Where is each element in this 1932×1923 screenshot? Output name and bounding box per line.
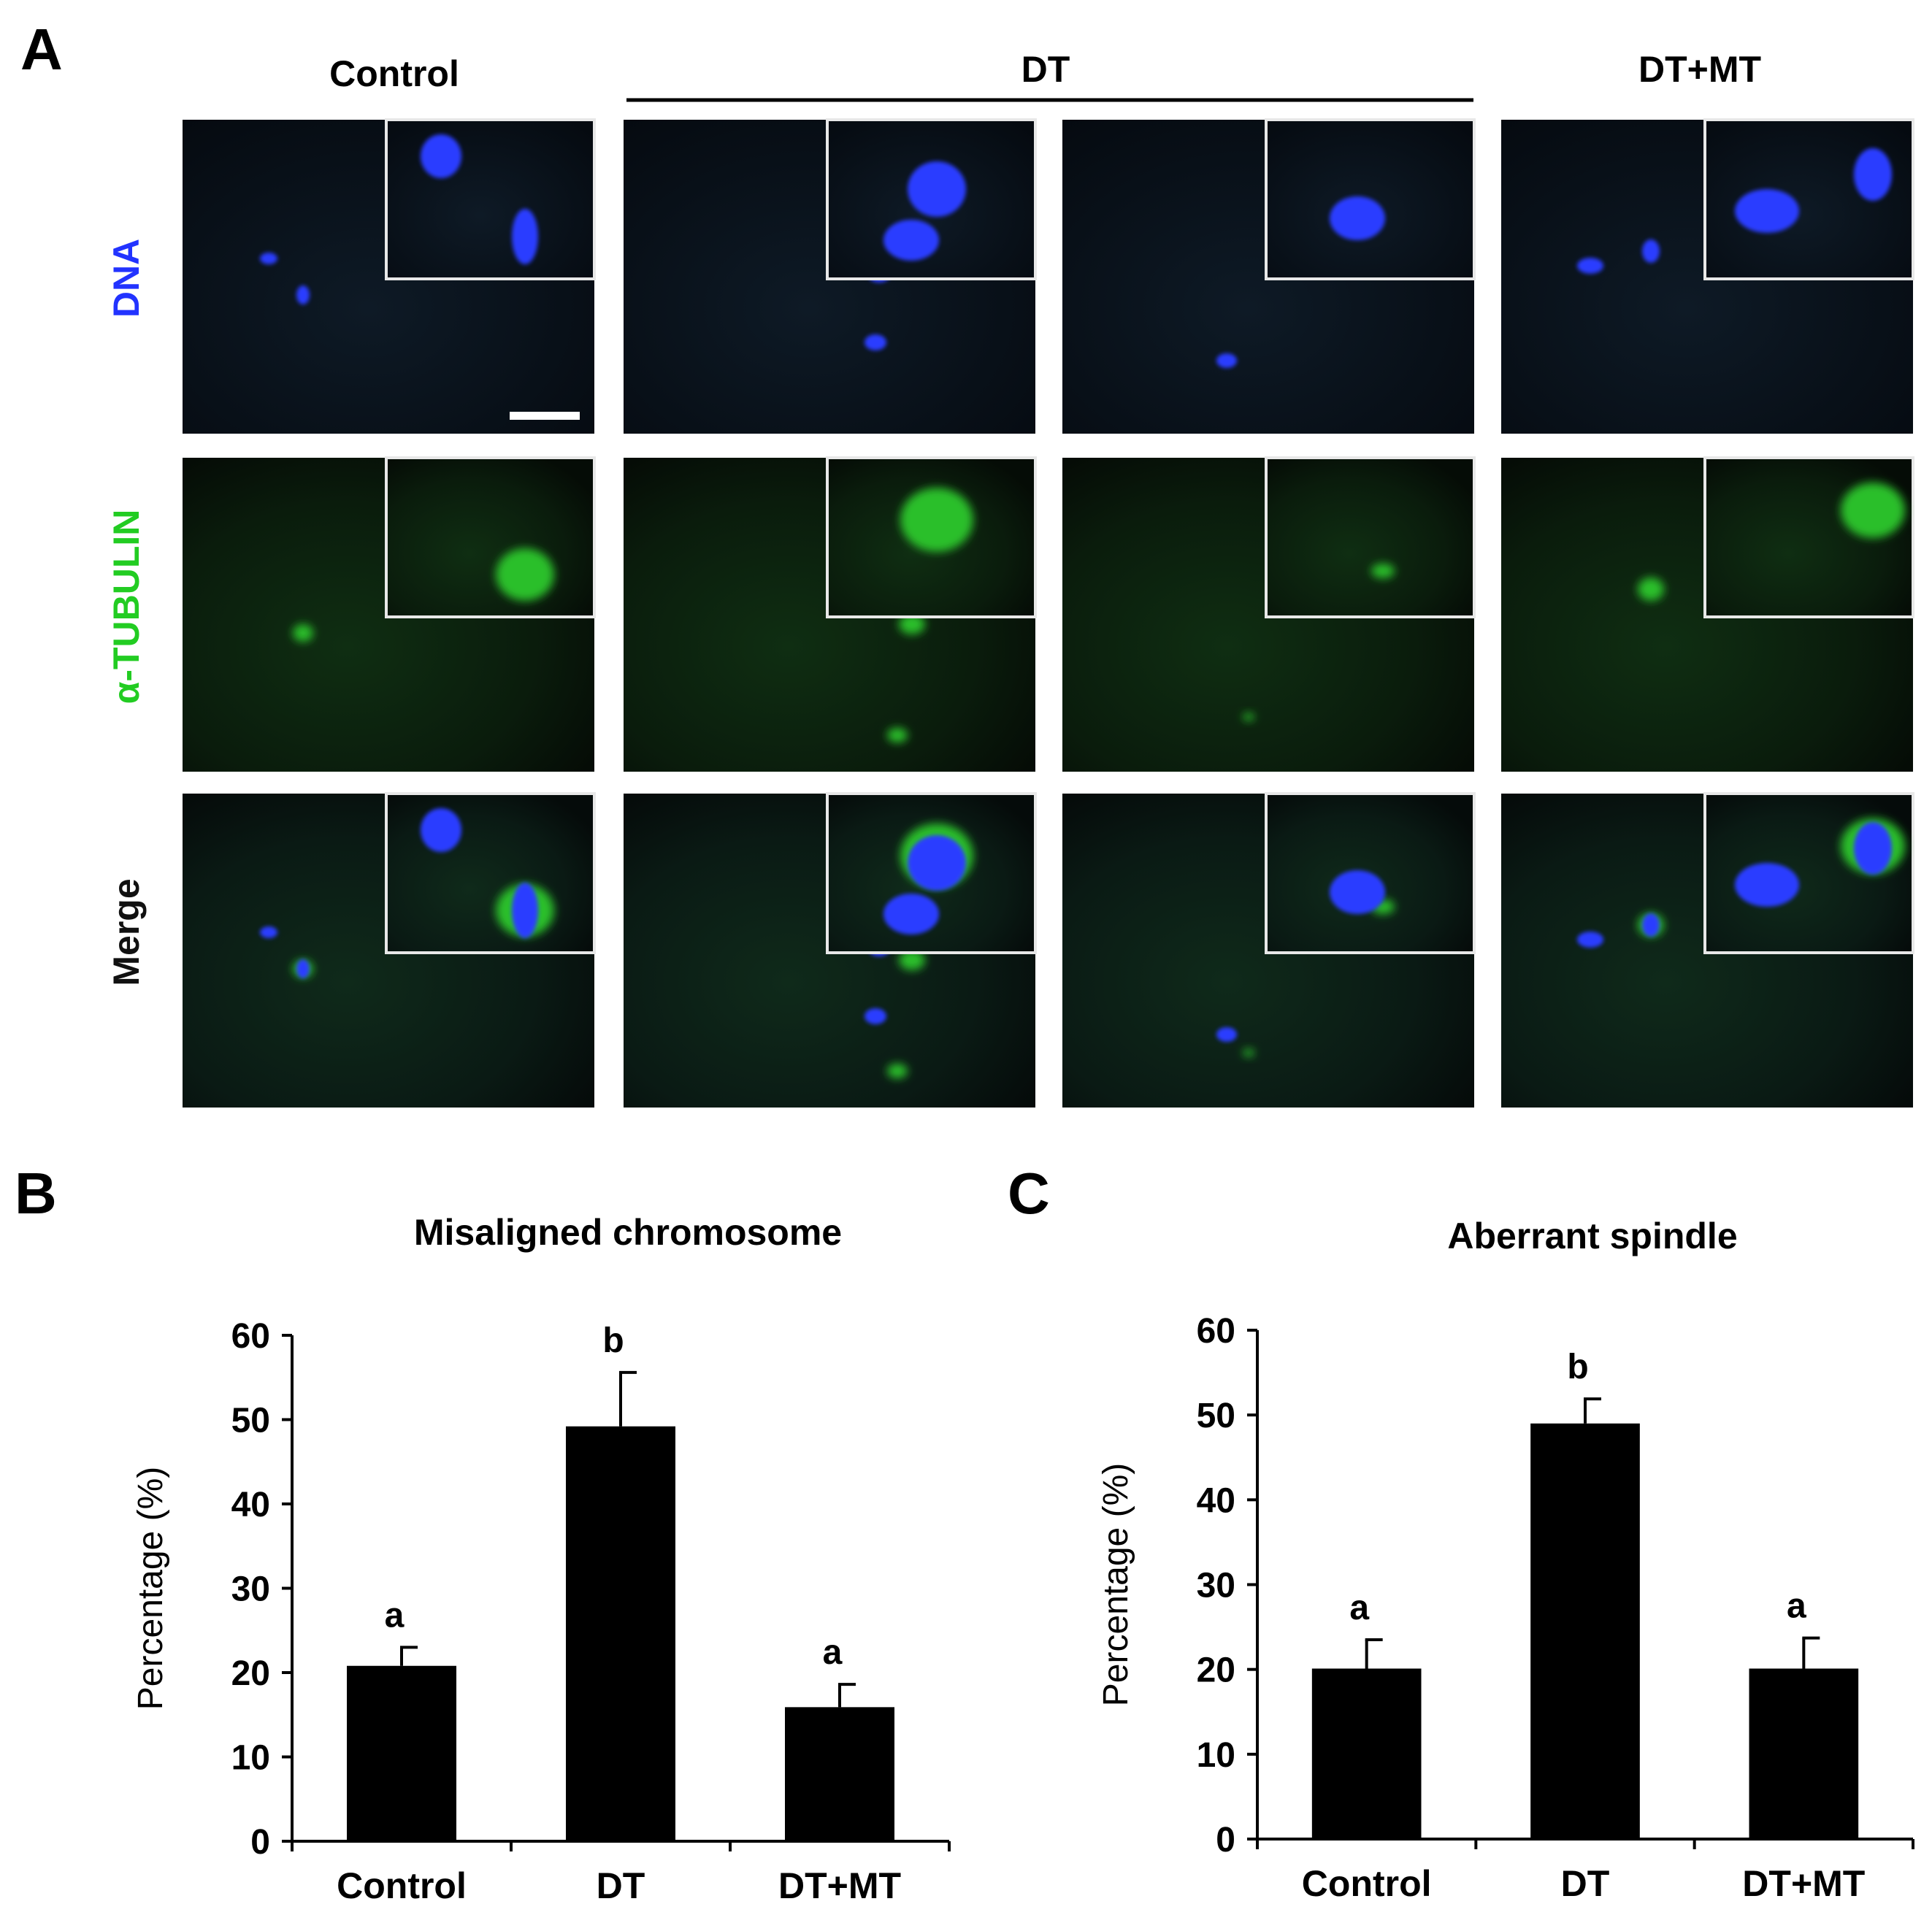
column-header-control: Control bbox=[329, 53, 459, 94]
micrograph-merge-3 bbox=[1062, 792, 1476, 1108]
y-tick-label: 50 bbox=[1197, 1397, 1235, 1435]
panel-a-letter: A bbox=[20, 17, 63, 82]
micrograph-dna-3 bbox=[1062, 118, 1476, 434]
y-axis-label: Percentage (%) bbox=[1097, 1463, 1135, 1707]
significance-letter: b bbox=[1567, 1348, 1588, 1386]
x-tick-label: DT+MT bbox=[778, 1865, 901, 1906]
panel-c-letter: C bbox=[1008, 1161, 1050, 1226]
micrograph-tubulin-3 bbox=[1062, 456, 1476, 772]
column-header-dt-mt: DT+MT bbox=[1638, 49, 1761, 90]
micrograph-merge-4 bbox=[1501, 792, 1914, 1108]
micrograph-dna-1 bbox=[183, 118, 596, 434]
bar-dt bbox=[566, 1426, 675, 1841]
chart-aberrant-spindle: Aberrant spindle Percentage (%) 0 10 20 30 40 5… bbox=[1097, 1216, 1914, 1904]
significance-letter: a bbox=[823, 1633, 843, 1672]
y-tick-label: 20 bbox=[231, 1654, 270, 1693]
row-label-merge: Merge bbox=[106, 878, 147, 986]
scale-bar bbox=[510, 412, 580, 420]
chart-misaligned-chromosome: Misaligned chromosome Percentage (%) 0 10 20… bbox=[131, 1212, 951, 1906]
x-tick-label: DT+MT bbox=[1742, 1863, 1865, 1904]
chart-title: Aberrant spindle bbox=[1447, 1216, 1737, 1256]
micrograph-dna-4 bbox=[1501, 118, 1914, 434]
y-tick-label: 10 bbox=[231, 1739, 270, 1778]
y-tick-label: 0 bbox=[250, 1823, 270, 1862]
micrograph-tubulin-4 bbox=[1501, 456, 1914, 772]
y-tick-label: 30 bbox=[231, 1570, 270, 1609]
micrograph-merge-2 bbox=[624, 792, 1037, 1108]
y-tick-label: 50 bbox=[231, 1402, 270, 1440]
bar-control bbox=[347, 1665, 456, 1841]
chart-title: Misaligned chromosome bbox=[414, 1212, 842, 1253]
micrograph-tubulin-2 bbox=[624, 456, 1037, 772]
micrograph-dna-2 bbox=[624, 118, 1037, 434]
significance-letter: a bbox=[1349, 1589, 1369, 1627]
bar-dt-mt bbox=[785, 1707, 894, 1841]
micrograph-tubulin-1 bbox=[183, 456, 596, 772]
panel-b-letter: B bbox=[15, 1161, 57, 1226]
significance-letter: a bbox=[1787, 1587, 1806, 1626]
y-tick-label: 60 bbox=[1197, 1312, 1235, 1351]
x-tick-label: Control bbox=[1302, 1863, 1432, 1904]
micrograph-merge-1 bbox=[183, 792, 596, 1108]
x-tick-label: DT bbox=[1561, 1863, 1610, 1904]
bar-control bbox=[1311, 1668, 1422, 1839]
x-tick-label: Control bbox=[337, 1865, 467, 1906]
significance-letter: b bbox=[602, 1321, 624, 1360]
bar-dt-mt bbox=[1749, 1668, 1859, 1839]
row-label-dna: DNA bbox=[106, 239, 147, 318]
y-tick-label: 0 bbox=[1216, 1821, 1235, 1859]
x-tick-label: DT bbox=[597, 1865, 645, 1906]
y-axis-label: Percentage (%) bbox=[131, 1467, 170, 1711]
y-tick-label: 30 bbox=[1197, 1567, 1235, 1605]
y-tick-label: 10 bbox=[1197, 1736, 1235, 1775]
bar-dt bbox=[1530, 1423, 1640, 1839]
y-tick-label: 20 bbox=[1197, 1651, 1235, 1690]
y-tick-label: 60 bbox=[231, 1317, 270, 1356]
y-tick-label: 40 bbox=[1197, 1481, 1235, 1520]
column-header-dt: DT bbox=[1021, 49, 1070, 90]
y-tick-label: 40 bbox=[231, 1486, 270, 1524]
row-label-tubulin: α-TUBULIN bbox=[106, 510, 147, 705]
significance-letter: a bbox=[385, 1596, 405, 1635]
microscopy-grid bbox=[183, 118, 1914, 1108]
